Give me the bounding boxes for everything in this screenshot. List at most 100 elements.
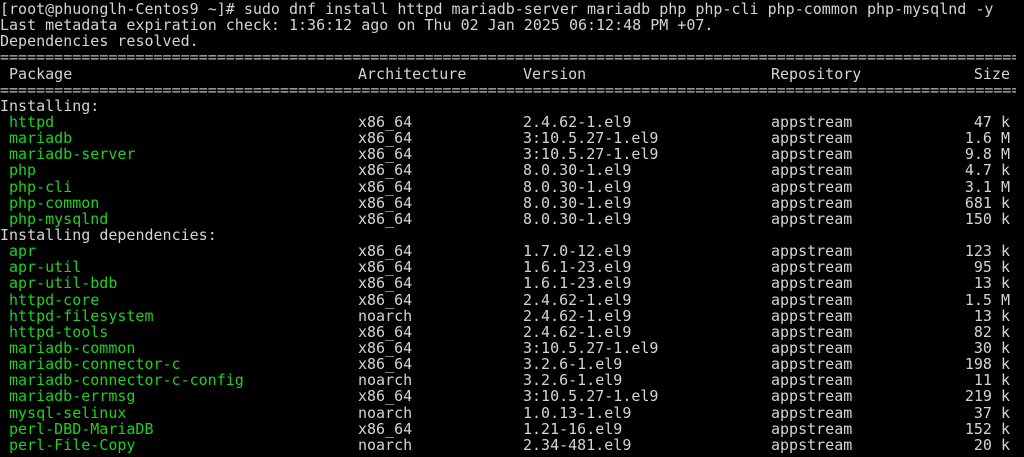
cell-architecture: noarch xyxy=(358,306,413,325)
separator: ========================================… xyxy=(0,49,1016,66)
table-row: perl-DBD-MariaDB x86_64 1.21-16.el9 appstre… xyxy=(0,421,1024,437)
table-row: httpd x86_64 2.4.62-1.el9 appstream 47 k xyxy=(0,114,1024,130)
table-row: php-common x86_64 8.0.30-1.el9 appstream 681… xyxy=(0,195,1024,211)
cell-repository: appstream xyxy=(771,209,853,228)
cell-package: mariadb-connector-c-config xyxy=(9,371,244,390)
cell-version: 1.6.1-23.el9 xyxy=(523,274,632,293)
cell-repository: appstream xyxy=(771,290,853,309)
cell-repository: appstream xyxy=(771,274,853,293)
cell-size: 198 k xyxy=(964,355,1010,374)
cell-size: 681 k xyxy=(964,193,1010,212)
cell-package: httpd-core xyxy=(9,290,100,309)
cell-package: httpd-filesystem xyxy=(9,306,154,325)
cell-version: 2.34-481.el9 xyxy=(523,435,632,454)
resolved-line: Dependencies resolved. xyxy=(0,32,199,51)
cell-architecture: x86_64 xyxy=(358,355,413,374)
cell-architecture: x86_64 xyxy=(358,161,413,180)
table-row: httpd-core x86_64 2.4.62-1.el9 appstream 1.5… xyxy=(0,290,1024,309)
cell-version: 3:10.5.27-1.el9 xyxy=(523,387,659,406)
cell-repository: appstream xyxy=(771,338,853,357)
table-row: mariadb-server x86_64 3:10.5.27-1.el9 appst… xyxy=(0,146,1024,162)
cell-package: mariadb-server xyxy=(9,145,136,164)
cell-repository: appstream xyxy=(771,112,853,131)
cell-size: 150 k xyxy=(964,209,1010,228)
cell-version: 3:10.5.27-1.el9 xyxy=(523,129,659,148)
cell-version: 8.0.30-1.el9 xyxy=(523,177,632,196)
table-row: mariadb x86_64 3:10.5.27-1.el9 appstream 1.6… xyxy=(0,130,1024,146)
cell-package: perl-File-Copy xyxy=(9,435,136,454)
cell-package: php-common xyxy=(9,193,100,212)
cell-package: mariadb-errmsg xyxy=(9,387,136,406)
cell-architecture: x86_64 xyxy=(358,322,413,341)
table-row: perl-File-Copy noarch 2.34-481.el9 appstrea… xyxy=(0,437,1024,453)
table-row: mariadb-connector-c-config noarch 3.2.6-1.… xyxy=(0,372,1024,388)
cell-package: httpd-tools xyxy=(9,322,109,341)
metadata-line: Last metadata expiration check: 1:36:12 … xyxy=(0,16,714,35)
cell-size: 37 k xyxy=(973,403,1010,422)
cell-version: 3.2.6-1.el9 xyxy=(523,371,623,390)
cell-size: 30 k xyxy=(973,338,1010,357)
cell-architecture: x86_64 xyxy=(358,112,413,131)
cell-version: 2.4.62-1.el9 xyxy=(523,112,632,131)
table-row: php x86_64 8.0.30-1.el9 appstream 4.7 k xyxy=(0,162,1024,178)
cell-repository: appstream xyxy=(771,161,853,180)
cell-version: 2.4.62-1.el9 xyxy=(523,306,632,325)
cell-version: 3.2.6-1.el9 xyxy=(523,355,623,374)
table-row: php-mysqlnd x86_64 8.0.30-1.el9 appstream 15… xyxy=(0,211,1024,227)
cell-size: 152 k xyxy=(964,419,1010,438)
section-title: Installing: xyxy=(0,96,100,115)
cell-version: 1.7.0-12.el9 xyxy=(523,242,632,261)
cell-size: 3.1 M xyxy=(964,177,1010,196)
cell-size: 13 k xyxy=(973,306,1010,325)
cell-version: 2.4.62-1.el9 xyxy=(523,290,632,309)
cell-package: mysql-selinux xyxy=(9,403,127,422)
section-title: Installing dependencies: xyxy=(0,225,217,244)
table-row: mysql-selinux noarch 1.0.13-1.el9 appstream… xyxy=(0,403,1024,422)
cell-repository: appstream xyxy=(771,403,853,422)
table-row: httpd-filesystem noarch 2.4.62-1.el9 appstr… xyxy=(0,308,1024,324)
cell-size: 1.5 M xyxy=(964,290,1010,309)
cell-size: 95 k xyxy=(973,258,1010,277)
table-row: apr-util x86_64 1.6.1-23.el9 appstream 95 k xyxy=(0,259,1024,275)
cell-architecture: x86_64 xyxy=(358,338,413,357)
table-row: apr x86_64 1.7.0-12.el9 appstream 123 k xyxy=(0,243,1024,259)
cell-size: 47 k xyxy=(973,112,1010,131)
cell-package: mariadb-connector-c xyxy=(9,355,181,374)
table-row: php-cli x86_64 8.0.30-1.el9 appstream 3.1 M xyxy=(0,177,1024,196)
header-repository: Repository xyxy=(771,64,862,83)
cell-version: 8.0.30-1.el9 xyxy=(523,193,632,212)
cell-package: php-mysqlnd xyxy=(9,209,109,228)
cell-architecture: noarch xyxy=(358,371,413,390)
table-row: mariadb-common x86_64 3:10.5.27-1.el9 appst… xyxy=(0,340,1024,356)
cell-size: 13 k xyxy=(973,274,1010,293)
cell-package: perl-DBD-MariaDB xyxy=(9,419,154,438)
header-architecture: Architecture xyxy=(358,64,467,83)
cell-version: 3:10.5.27-1.el9 xyxy=(523,145,659,164)
cell-repository: appstream xyxy=(771,129,853,148)
cell-architecture: x86_64 xyxy=(358,129,413,148)
cell-version: 2.4.62-1.el9 xyxy=(523,322,632,341)
header-size: Size xyxy=(973,64,1010,83)
separator: ========================================… xyxy=(0,81,1016,98)
table-row: apr-util-bdb x86_64 1.6.1-23.el9 appstream 1… xyxy=(0,275,1024,291)
cell-architecture: x86_64 xyxy=(358,387,413,406)
package-list: Installing: httpd x86_64 2.4.62-1.el9 appstr… xyxy=(0,98,1024,453)
cell-repository: appstream xyxy=(771,145,853,164)
cell-size: 123 k xyxy=(964,242,1010,261)
cell-repository: appstream xyxy=(771,371,853,390)
cell-architecture: x86_64 xyxy=(358,209,413,228)
table-row: mariadb-connector-c x86_64 3.2.6-1.el9 apps… xyxy=(0,356,1024,372)
cell-size: 82 k xyxy=(973,322,1010,341)
header-version: Version xyxy=(523,64,587,83)
cell-architecture: noarch xyxy=(358,403,413,422)
cell-repository: appstream xyxy=(771,258,853,277)
cell-architecture: noarch xyxy=(358,435,413,454)
header-package: Package xyxy=(0,64,73,83)
cell-architecture: x86_64 xyxy=(358,242,413,261)
cell-package: mariadb-common xyxy=(9,338,136,357)
cell-package: mariadb xyxy=(9,129,73,148)
cell-size: 20 k xyxy=(973,435,1010,454)
cell-version: 1.6.1-23.el9 xyxy=(523,258,632,277)
cell-version: 8.0.30-1.el9 xyxy=(523,209,632,228)
